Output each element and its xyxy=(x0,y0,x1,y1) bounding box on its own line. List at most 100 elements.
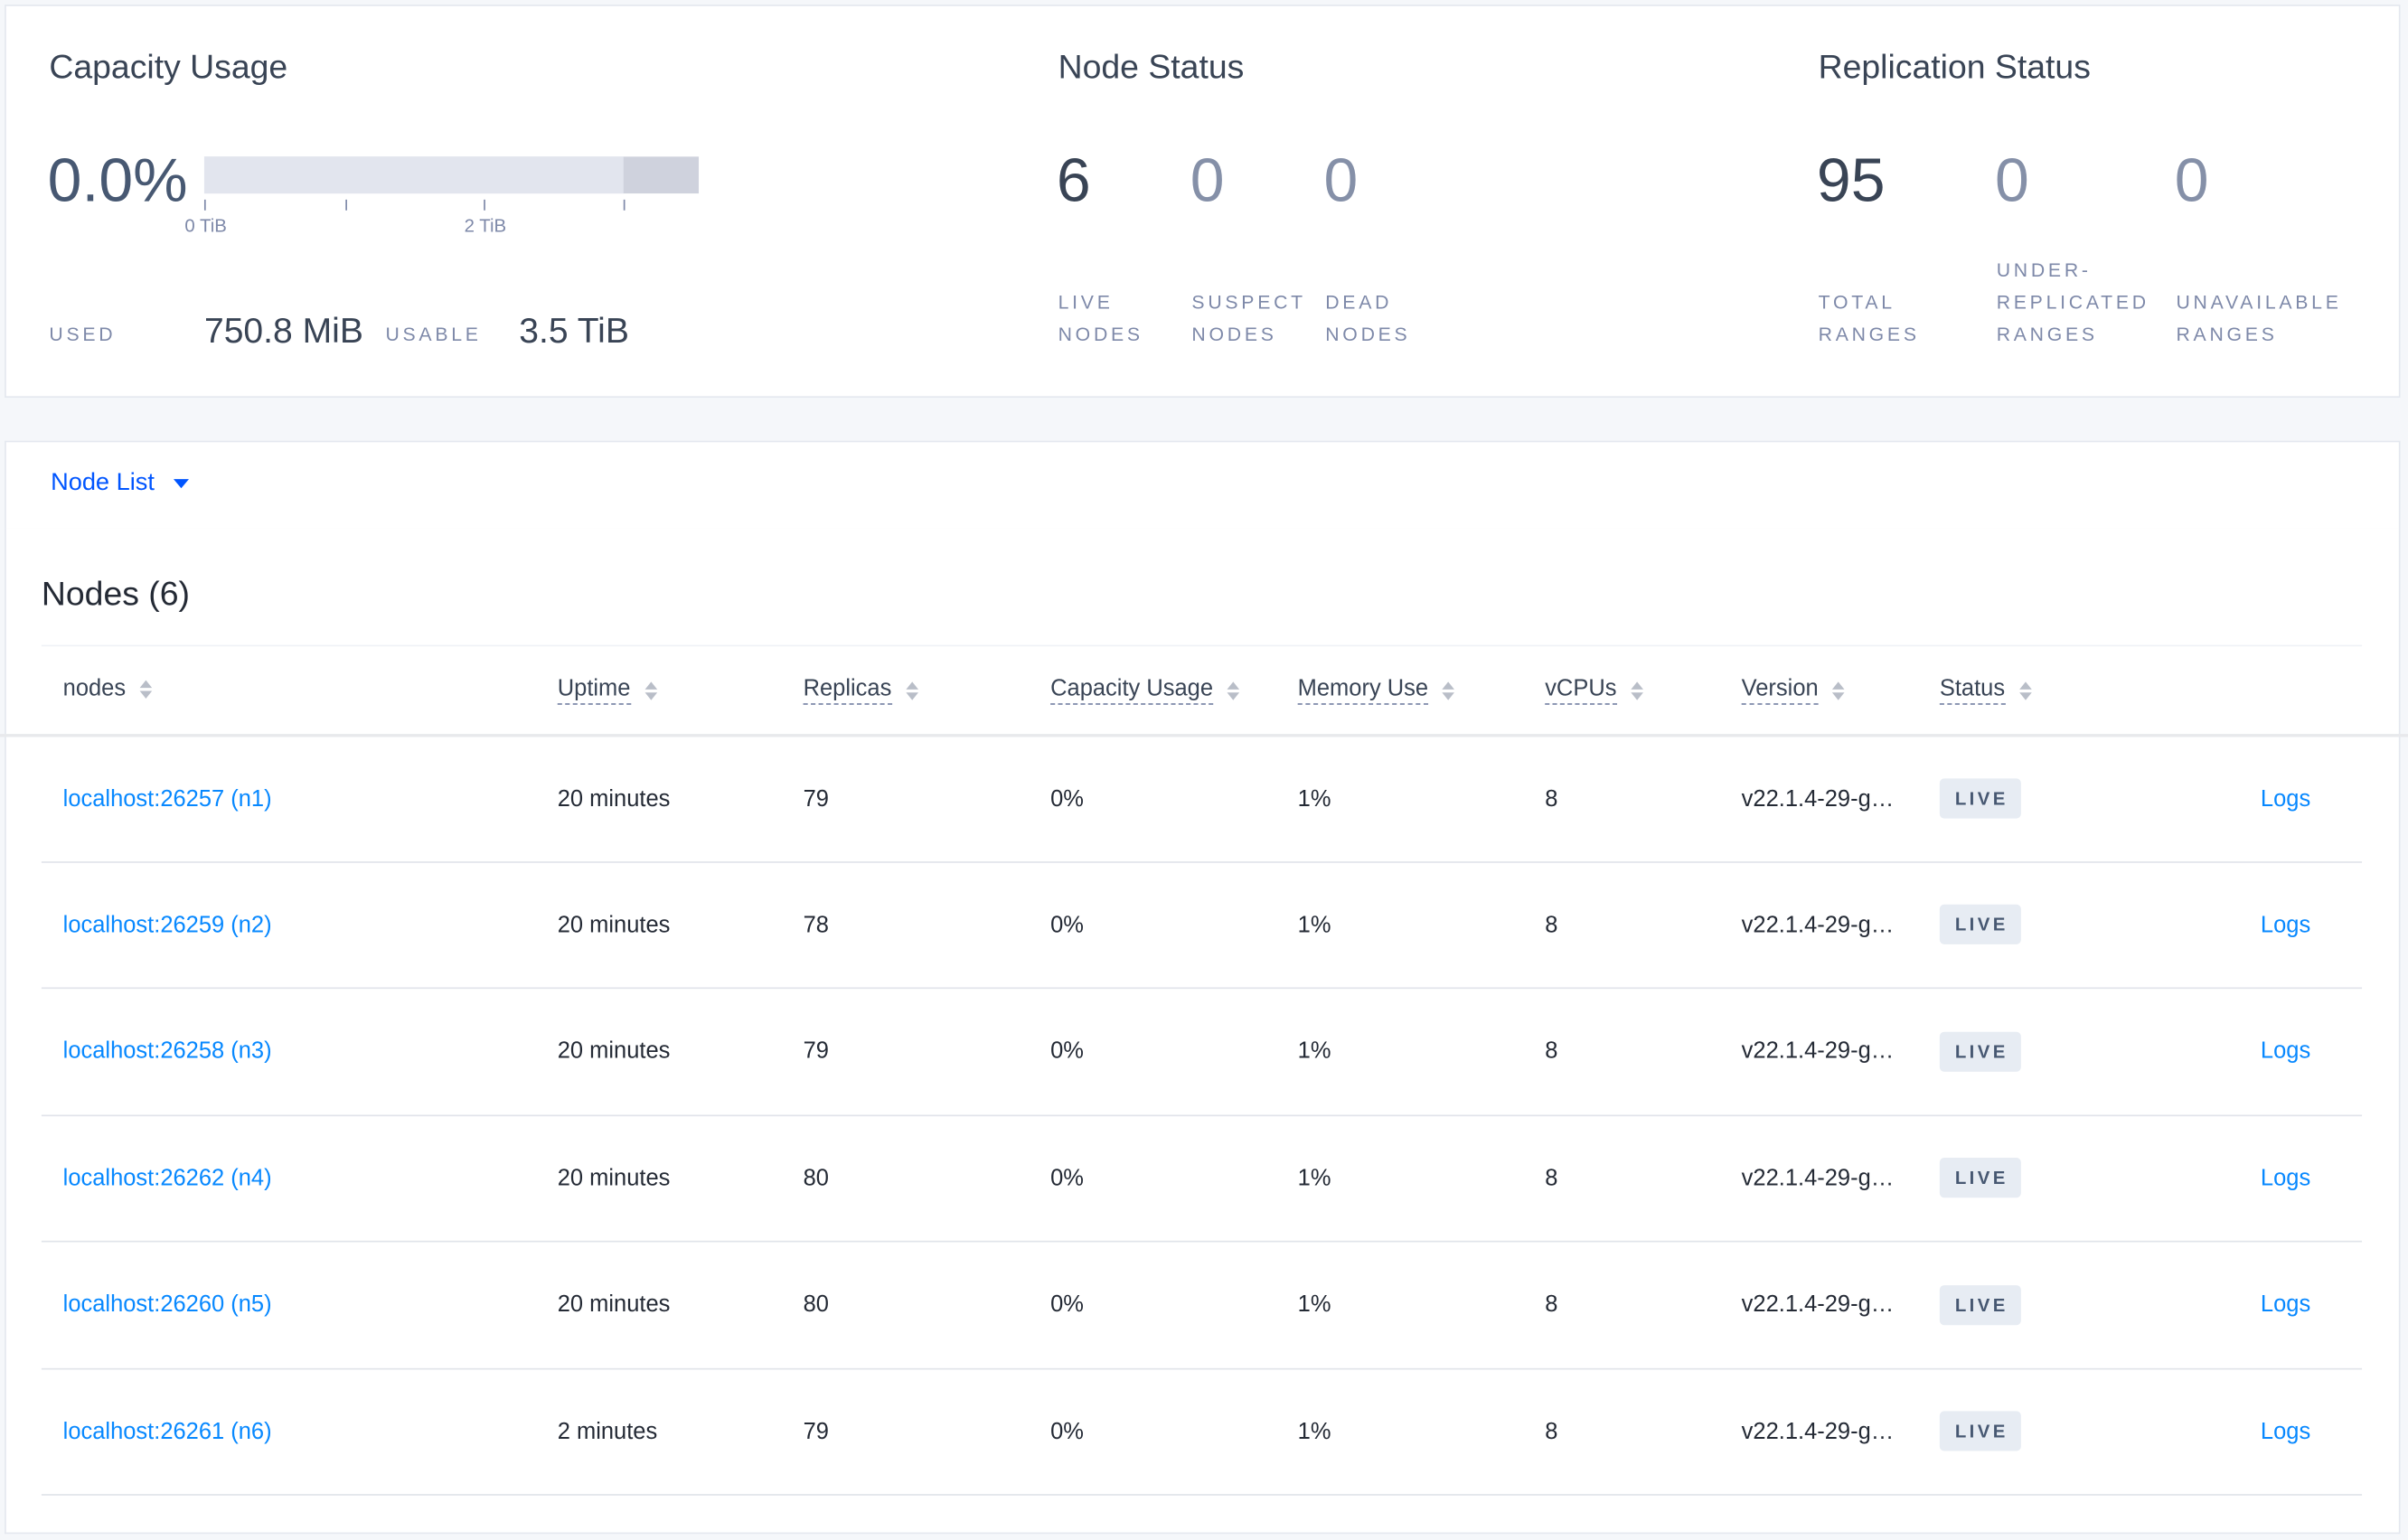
axis-tick-label: 2 TiB xyxy=(464,214,507,237)
logs-link[interactable]: Logs xyxy=(2260,1165,2311,1191)
logs-link[interactable]: Logs xyxy=(2260,912,2311,938)
cell-logs: Logs xyxy=(2261,1368,2310,1494)
uptime-value: 20 minutes xyxy=(557,1291,671,1318)
logs-link[interactable]: Logs xyxy=(2260,1418,2311,1444)
column-header-vcpus[interactable]: vCPUs xyxy=(1545,676,1643,705)
vcpus-value: 8 xyxy=(1545,1291,1558,1318)
cell-uptime: 20 minutes xyxy=(558,1115,671,1241)
cell-node: localhost:26259 (n2) xyxy=(63,862,272,988)
vcpus-value: 8 xyxy=(1545,912,1558,938)
node-link[interactable]: localhost:26257 (n1) xyxy=(62,785,272,812)
node-link[interactable]: localhost:26259 (n2) xyxy=(62,912,272,938)
capacity-value: 0% xyxy=(1050,1165,1084,1191)
cell-status: LIVE xyxy=(1939,1115,2021,1241)
table-row: localhost:26261 (n6) 2 minutes 79 0% 1% 8 v22.… xyxy=(41,1368,2363,1496)
memory-value: 1% xyxy=(1297,1418,1331,1444)
node-link[interactable]: localhost:26262 (n4) xyxy=(62,1165,272,1191)
usable-value: 3.5 TiB xyxy=(519,310,629,351)
column-header-nodes[interactable]: nodes xyxy=(63,676,152,704)
used-label: USED xyxy=(49,324,117,346)
uptime-value: 20 minutes xyxy=(557,912,671,938)
cell-replicas: 80 xyxy=(804,1115,829,1241)
cell-node: localhost:26258 (n3) xyxy=(63,989,272,1114)
cell-memory: 1% xyxy=(1298,1115,1331,1241)
node-link[interactable]: localhost:26261 (n6) xyxy=(62,1418,272,1444)
cell-memory: 1% xyxy=(1298,862,1331,988)
cell-status: LIVE xyxy=(1939,989,2021,1114)
sort-icon[interactable] xyxy=(139,680,152,700)
sort-icon[interactable] xyxy=(1442,681,1454,700)
version-value: v22.1.4-29-g… xyxy=(1741,1038,1895,1065)
under-replicated-value: 0 xyxy=(1995,147,2029,215)
total-ranges-value: 95 xyxy=(1816,147,1886,215)
vcpus-value: 8 xyxy=(1545,1418,1558,1444)
table-row: localhost:26259 (n2) 20 minutes 78 0% 1% 8 v22… xyxy=(41,862,2363,990)
cell-node: localhost:26262 (n4) xyxy=(63,1115,272,1241)
column-header-label: vCPUs xyxy=(1545,676,1617,705)
logs-link[interactable]: Logs xyxy=(2260,785,2311,812)
cell-vcpus: 8 xyxy=(1545,1242,1557,1367)
cell-vcpus: 8 xyxy=(1545,1115,1557,1241)
sort-icon[interactable] xyxy=(1227,681,1239,700)
memory-value: 1% xyxy=(1297,785,1331,812)
cell-uptime: 20 minutes xyxy=(558,989,671,1114)
node-link[interactable]: localhost:26258 (n3) xyxy=(62,1038,272,1065)
sort-icon[interactable] xyxy=(905,681,918,700)
nodes-card xyxy=(5,528,2401,1535)
cell-node: localhost:26261 (n6) xyxy=(63,1368,272,1494)
sort-icon[interactable] xyxy=(1831,681,1845,700)
axis-tick xyxy=(484,199,485,211)
logs-link[interactable]: Logs xyxy=(2260,1291,2311,1318)
live-nodes-label: LIVE NODES xyxy=(1058,291,1143,346)
status-badge: LIVE xyxy=(1939,1031,2021,1072)
cell-status: LIVE xyxy=(1939,862,2021,988)
capacity-usage-title: Capacity Usage xyxy=(49,47,288,87)
column-header-label: nodes xyxy=(62,675,127,702)
capacity-bar-usable xyxy=(203,156,624,194)
column-header-replicas[interactable]: Replicas xyxy=(803,676,918,705)
cell-uptime: 2 minutes xyxy=(558,1368,658,1494)
cell-node: localhost:26257 (n1) xyxy=(63,736,272,861)
cell-memory: 1% xyxy=(1298,736,1331,861)
capacity-value: 0% xyxy=(1050,1038,1084,1065)
table-row: localhost:26260 (n5) 20 minutes 80 0% 1% 8 v22… xyxy=(41,1242,2363,1369)
total-ranges-label: TOTAL RANGES xyxy=(1818,291,1920,346)
nodes-table-title: Nodes (6) xyxy=(41,574,190,613)
uptime-value: 20 minutes xyxy=(557,785,671,812)
sort-icon[interactable] xyxy=(644,681,657,700)
cell-capacity: 0% xyxy=(1050,862,1084,988)
node-status-title: Node Status xyxy=(1058,47,1245,87)
sort-icon[interactable] xyxy=(2018,681,2031,700)
column-header-version[interactable]: Version xyxy=(1741,676,1845,705)
cell-status: LIVE xyxy=(1939,1242,2021,1367)
status-badge: LIVE xyxy=(1939,1158,2021,1198)
column-header-uptime[interactable]: Uptime xyxy=(557,676,657,705)
dead-nodes-label: DEAD NODES xyxy=(1325,291,1411,346)
sort-icon[interactable] xyxy=(1630,681,1643,700)
version-value: v22.1.4-29-g… xyxy=(1741,1165,1895,1191)
cell-uptime: 20 minutes xyxy=(558,736,671,861)
cell-vcpus: 8 xyxy=(1545,1368,1557,1494)
column-header-capacity-usage[interactable]: Capacity Usage xyxy=(1050,676,1239,705)
cell-vcpus: 8 xyxy=(1545,862,1557,988)
cell-logs: Logs xyxy=(2261,1115,2310,1241)
replicas-value: 79 xyxy=(803,1038,829,1065)
axis-tick-label: 0 TiB xyxy=(184,214,227,237)
cell-logs: Logs xyxy=(2261,862,2310,988)
column-header-label: Replicas xyxy=(803,676,892,705)
node-link[interactable]: localhost:26260 (n5) xyxy=(62,1291,272,1318)
axis-tick xyxy=(203,199,206,211)
cell-capacity: 0% xyxy=(1050,736,1084,861)
under-replicated-label: UNDER- REPLICATED RANGES xyxy=(1996,259,2149,346)
capacity-value: 0% xyxy=(1050,785,1084,812)
cell-version: v22.1.4-29-g… xyxy=(1742,989,1895,1114)
logs-link[interactable]: Logs xyxy=(2260,1038,2311,1065)
view-selector-dropdown[interactable]: Node List xyxy=(51,470,189,498)
cell-uptime: 20 minutes xyxy=(558,1242,671,1367)
column-header-status[interactable]: Status xyxy=(1939,676,2031,705)
cell-logs: Logs xyxy=(2261,1242,2310,1367)
view-selector-bar xyxy=(5,440,2401,531)
column-header-memory-use[interactable]: Memory Use xyxy=(1297,676,1454,705)
summary-card xyxy=(5,5,2401,399)
